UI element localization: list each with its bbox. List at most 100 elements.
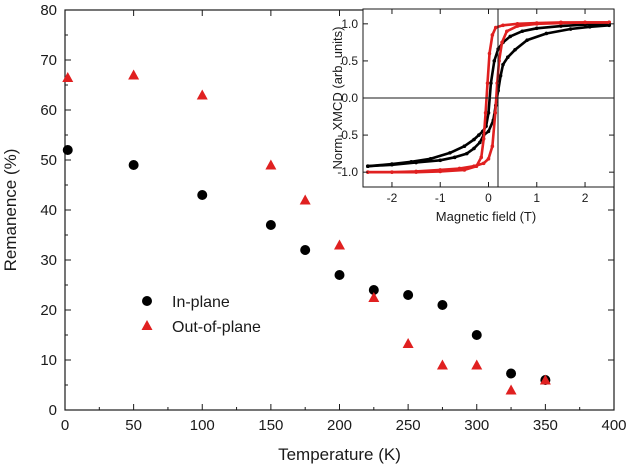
in-plane-loop-point [486,111,491,115]
main-y-tick-label: 60 [40,102,57,119]
out-of-plane-loop-point [493,111,498,115]
in-plane-loop-point [506,55,510,60]
main-y-tick-label: 0 [49,402,57,419]
out-of-plane-loop-point [438,168,443,172]
out-of-plane-point [299,194,311,205]
out-of-plane-loop-point [559,21,563,25]
in-plane-loop-point [477,133,481,137]
out-of-plane-loop-point [390,170,394,174]
inset-chart: -2 -1 0 1 2 -1.0 -0.5 0.0 0.5 1.0 Magnetic field… [330,8,615,224]
main-x-tick-label: 100 [190,417,215,434]
main-x-tick-label: 150 [258,417,283,434]
inset-x-tick-label: 1 [533,191,540,205]
main-x-tick-label: 250 [396,417,421,434]
out-of-plane-loop-point [472,164,476,169]
in-plane-point [506,368,517,379]
in-plane-point [437,300,448,310]
in-plane-loop-point [478,140,482,145]
inset-x-tick-label: 0 [485,191,492,205]
in-plane-loop-point [414,160,418,165]
main-x-tick-label: 300 [464,417,489,434]
in-plane-loop-point [525,38,529,42]
out-of-plane-loop-point [515,24,520,28]
in-plane-loop-point [607,23,611,28]
inset-y-tick-label: 1.0 [341,17,358,31]
in-plane-loop-point [462,144,467,149]
in-plane-loop-point [508,34,513,39]
out-of-plane-loop-point [481,136,486,141]
out-of-plane-loop-point [500,40,504,45]
out-of-plane-point [62,72,74,82]
out-of-plane-loop-point [490,144,495,149]
inset-y-tick-label: 0.5 [341,54,358,68]
in-plane-loop-point [448,151,452,155]
inset-y-axis-title: Norm. XMCD (arb. units) [330,26,345,169]
out-of-plane-loop-point [501,23,505,28]
in-plane-loop-point [520,29,525,34]
legend-marker-out-of-plane [141,320,153,330]
legend-label-out-of-plane: Out-of-plane [172,319,261,336]
main-y-tick-label: 50 [40,152,57,169]
in-plane-loop-point [438,158,443,163]
out-of-plane-point [196,89,208,100]
out-of-plane-point [505,384,517,395]
main-x-tick-label: 400 [601,417,626,434]
inset-x-tick-label: 2 [582,191,589,205]
in-plane-loop-point [452,155,457,160]
main-y-tick-label: 70 [40,52,57,69]
out-of-plane-loop-point [583,20,587,25]
in-plane-loop-point [559,24,563,28]
out-of-plane-loop-point [487,51,492,56]
in-plane-loop-point [486,129,491,134]
out-of-plane-loop-point [534,22,539,26]
inset-x-tick-labels: -2 -1 0 1 2 [387,191,589,205]
in-plane-loop-point [390,162,394,167]
out-of-plane-loop-point [485,81,490,85]
inset-y-tick-labels: -1.0 -0.5 0.0 0.5 1.0 [337,17,358,179]
main-y-tick-label: 80 [40,2,57,19]
main-y-tick-label: 10 [40,352,57,369]
in-plane-loop-point [501,62,505,67]
main-data-points [62,69,551,395]
in-plane-point [265,220,276,230]
in-plane-loop-point [498,73,503,78]
in-plane-loop-point [464,151,469,156]
main-y-tick-label: 20 [40,302,57,319]
in-plane-loop-point [544,31,549,36]
main-y-tick-label: 40 [40,202,57,219]
out-of-plane-point [539,374,551,385]
in-plane-loop-point [366,164,370,169]
main-y-tick-label: 30 [40,252,57,269]
inset-x-tick-label: -2 [387,191,398,205]
in-plane-point [334,270,345,280]
out-of-plane-loop-point [479,155,484,160]
out-of-plane-point [265,159,277,170]
main-x-tick-label: 200 [327,417,352,434]
out-of-plane-loop-point [490,33,495,37]
out-of-plane-point [402,338,414,348]
in-plane-point [62,145,73,155]
in-plane-loop-point [534,26,539,31]
in-plane-loop-point [568,27,573,31]
legend: In-plane Out-of-plane [141,294,261,336]
out-of-plane-loop-point [607,20,611,25]
out-of-plane-loop-point [414,169,418,174]
out-of-plane-point [368,292,380,302]
main-x-tick-label: 350 [533,417,558,434]
inset-x-tick-label: -1 [435,191,446,205]
inset-y-tick-label: -1.0 [337,165,358,179]
in-plane-point [368,285,379,295]
out-of-plane-loop-point [505,29,509,34]
out-of-plane-point [128,69,140,80]
main-y-tick-labels: 0 10 20 30 40 50 60 70 80 [40,2,57,419]
main-y-axis-title: Remanence (%) [1,149,20,272]
inset-x-axis-title: Magnetic field (T) [436,209,536,224]
out-of-plane-loop-point [486,157,491,161]
in-plane-loop-point [472,146,476,151]
out-of-plane-loop-point [457,166,462,171]
out-of-plane-point [471,359,483,370]
out-of-plane-point [436,359,448,370]
in-plane-loop-point [513,47,517,52]
